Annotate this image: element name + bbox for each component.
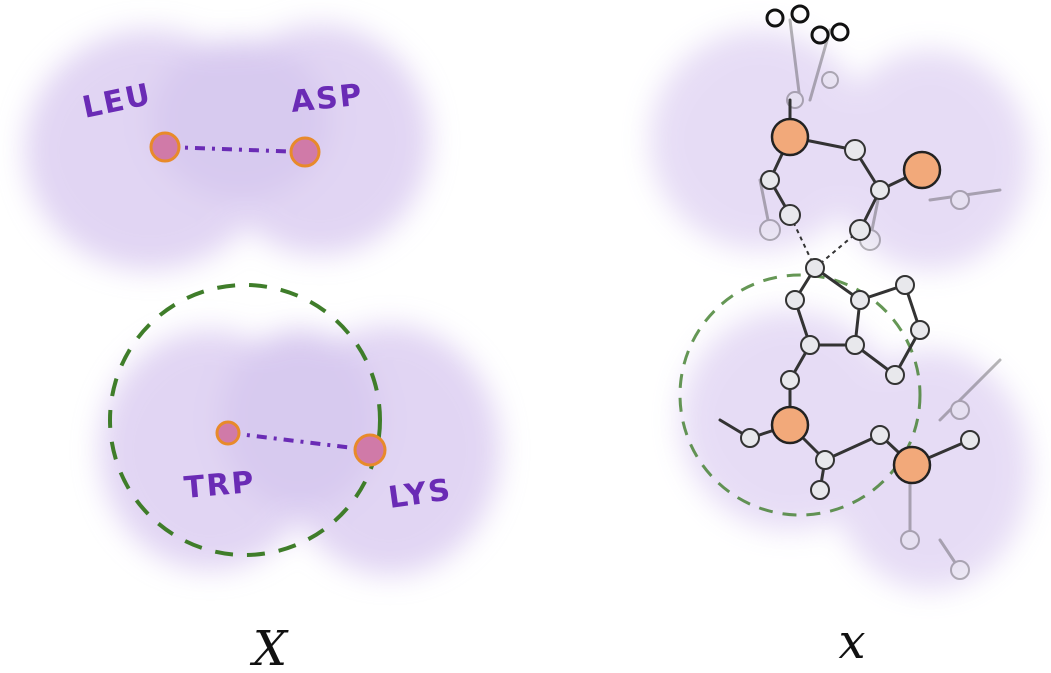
- scene: LEU ASP TRP LYS X: [0, 0, 1051, 673]
- caption: x: [838, 614, 865, 670]
- residue-label: TRP: [183, 465, 257, 506]
- caption: X: [249, 621, 289, 673]
- right-blobs: [650, 30, 1030, 590]
